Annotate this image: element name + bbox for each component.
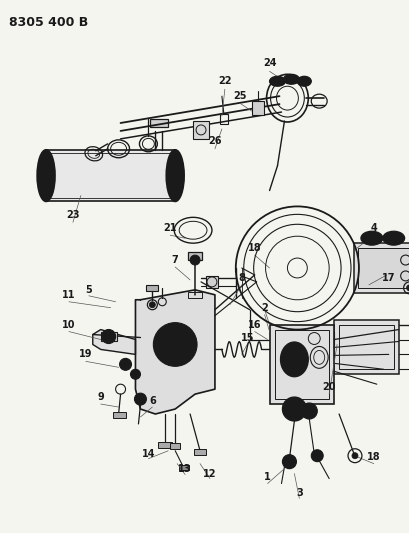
- Bar: [205, 276, 217, 288]
- Text: 17: 17: [381, 273, 395, 283]
- Ellipse shape: [280, 342, 308, 377]
- Bar: [269, 325, 333, 404]
- Bar: [179, 465, 189, 470]
- Text: 25: 25: [232, 91, 246, 101]
- Bar: [274, 329, 328, 399]
- Text: 20: 20: [321, 382, 335, 392]
- Text: 6: 6: [148, 396, 155, 406]
- Bar: [158, 442, 172, 448]
- Text: 5: 5: [85, 285, 92, 295]
- Text: 8305 400 B: 8305 400 B: [9, 15, 88, 29]
- Circle shape: [153, 322, 197, 366]
- Text: 2: 2: [261, 303, 267, 313]
- Circle shape: [282, 397, 306, 421]
- Bar: [46, 150, 175, 201]
- Text: 7: 7: [171, 255, 178, 265]
- Text: 8: 8: [238, 273, 245, 283]
- Circle shape: [406, 285, 409, 291]
- Text: 4: 4: [370, 223, 376, 233]
- Text: 23: 23: [66, 211, 79, 220]
- Ellipse shape: [382, 231, 404, 245]
- Bar: [146, 285, 158, 291]
- Bar: [357, 248, 409, 288]
- Text: 9: 9: [97, 392, 104, 402]
- Text: 24: 24: [262, 59, 276, 68]
- Circle shape: [149, 302, 155, 308]
- Polygon shape: [135, 290, 214, 414]
- Text: 1: 1: [263, 472, 270, 482]
- Bar: [150, 119, 168, 127]
- Bar: [188, 292, 202, 298]
- Circle shape: [190, 255, 200, 265]
- Text: 10: 10: [62, 320, 76, 329]
- Text: 14: 14: [141, 449, 155, 459]
- Text: 18: 18: [366, 451, 380, 462]
- Bar: [353, 243, 409, 293]
- Bar: [338, 325, 393, 369]
- Bar: [193, 449, 205, 455]
- Text: 3: 3: [295, 488, 302, 498]
- Circle shape: [301, 403, 317, 419]
- Bar: [101, 332, 116, 342]
- Text: 26: 26: [208, 136, 221, 146]
- Text: 21: 21: [163, 223, 177, 233]
- Circle shape: [351, 453, 357, 459]
- Ellipse shape: [166, 150, 184, 201]
- Ellipse shape: [37, 150, 55, 201]
- Circle shape: [119, 358, 131, 370]
- Ellipse shape: [283, 74, 299, 84]
- Bar: [333, 320, 398, 374]
- Text: 16: 16: [247, 320, 261, 329]
- Ellipse shape: [269, 76, 285, 86]
- Bar: [299, 332, 333, 345]
- Circle shape: [134, 393, 146, 405]
- Bar: [219, 114, 227, 124]
- Bar: [193, 121, 209, 139]
- Text: 15: 15: [240, 333, 254, 343]
- Circle shape: [130, 369, 140, 379]
- Text: 13: 13: [178, 464, 191, 474]
- Polygon shape: [92, 329, 135, 354]
- Text: 19: 19: [79, 350, 92, 359]
- Text: 22: 22: [218, 76, 231, 86]
- Circle shape: [310, 450, 322, 462]
- Ellipse shape: [360, 231, 382, 245]
- Circle shape: [282, 455, 296, 469]
- Text: 11: 11: [62, 290, 76, 300]
- Circle shape: [101, 329, 115, 343]
- Text: 12: 12: [203, 469, 216, 479]
- Bar: [188, 252, 202, 260]
- Text: 18: 18: [247, 243, 261, 253]
- Bar: [251, 101, 263, 115]
- Bar: [112, 412, 125, 418]
- Ellipse shape: [297, 76, 310, 86]
- Bar: [170, 443, 180, 449]
